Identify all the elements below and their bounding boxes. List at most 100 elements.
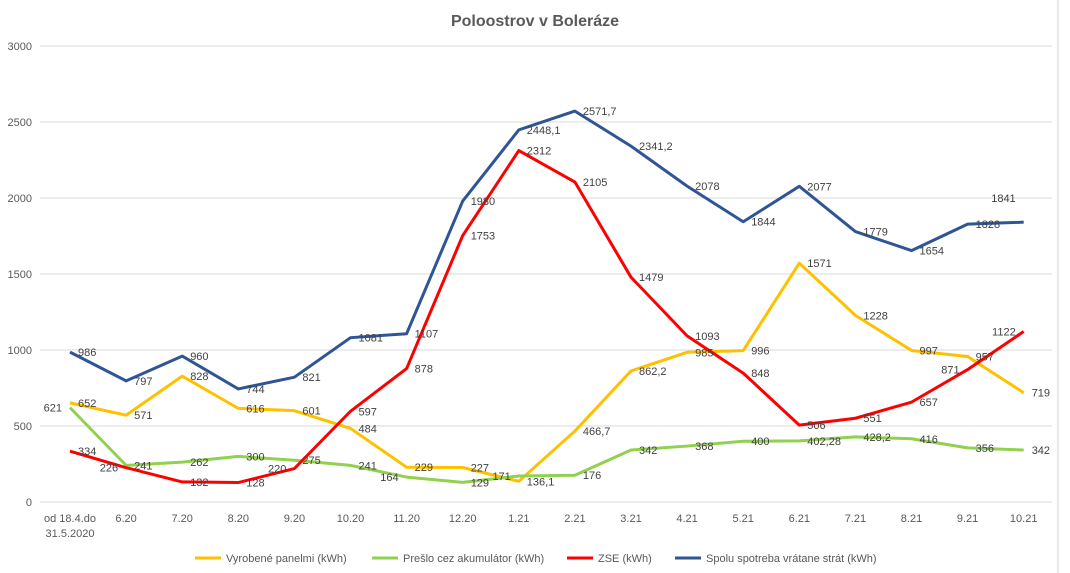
data-label: 229 [415,462,433,474]
x-tick-label: 3.21 [620,513,641,525]
data-label: 1980 [471,196,495,208]
data-label: 878 [415,364,433,376]
data-label: 400 [751,436,769,448]
y-tick-label: 1000 [8,345,32,357]
data-label: 571 [134,410,152,422]
series-line [69,261,1025,483]
legend-label: Vyrobené panelmi (kWh) [226,553,347,565]
data-label: 136,1 [527,476,555,488]
data-label: 986 [78,347,96,359]
legend-label: ZSE (kWh) [598,553,652,565]
data-label: 484 [359,423,377,435]
data-label: 957 [976,352,994,364]
data-label: 2312 [527,146,551,158]
data-label: 1841 [991,193,1015,205]
data-label: 797 [134,376,152,388]
x-tick-label: 4.21 [676,513,697,525]
x-tick-label: 10.20 [337,513,365,525]
x-tick-label: 10.21 [1010,513,1038,525]
data-label: 997 [920,345,938,357]
data-label: 2078 [695,181,719,193]
data-label: 2341,2 [639,141,673,153]
data-label: 128 [246,478,264,490]
data-label: 985 [695,347,713,359]
x-tick-label: 6.21 [789,513,810,525]
data-label: 2448,1 [527,125,561,137]
legend-label: Spolu spotreba vrátane strát (kWh) [706,553,877,565]
x-tick-label: od 18.4.do 31.5.2020 [44,513,96,540]
data-label: 1122 [992,326,1016,338]
data-label: 132 [190,477,208,489]
data-label: 616 [246,403,264,415]
data-label: 597 [359,406,377,418]
y-tick-label: 2500 [8,117,32,129]
data-label: 416 [920,434,938,446]
data-label: 2105 [583,177,607,189]
data-label: 171 [492,471,510,483]
data-label: 1828 [976,219,1000,231]
data-label: 1228 [863,310,887,322]
data-label: 551 [863,413,881,425]
data-label: 334 [78,446,96,458]
x-tick-label: 5.21 [732,513,753,525]
data-label: 227 [471,462,489,474]
data-label: 226 [100,463,118,475]
data-label: 368 [695,441,713,453]
y-tick-label: 0 [26,497,32,509]
data-label: 871 [941,365,959,377]
y-tick-label: 500 [14,421,32,433]
data-label: 342 [639,445,657,457]
legend-label: Prešlo cez akumulátor (kWh) [403,553,544,565]
data-label: 241 [359,460,377,472]
data-label: 652 [78,398,96,410]
data-label: 402,28 [807,436,841,448]
data-label: 356 [976,443,994,455]
data-label: 164 [380,472,398,484]
data-label: 1093 [695,331,719,343]
data-label: 744 [246,384,264,396]
data-label: 828 [190,371,208,383]
x-tick-label: 2.21 [564,513,585,525]
x-tick-label: 12.20 [449,513,477,525]
data-label: 821 [302,372,320,384]
x-tick-label: 9.21 [957,513,978,525]
data-label: 2571,7 [583,106,617,118]
series-line [69,109,1024,391]
x-tick-label: 11.20 [393,513,420,525]
data-label: 220 [268,464,286,476]
data-label: 2077 [807,181,831,193]
data-label: 262 [190,457,208,469]
data-label: 848 [751,368,769,380]
x-tick-label: 7.20 [171,513,192,525]
data-label: 1844 [751,217,775,229]
data-label: 241 [134,460,152,472]
data-label: 1081 [359,333,383,345]
data-label: 1479 [639,272,663,284]
data-label: 1779 [863,227,887,239]
data-label: 621 [44,403,62,415]
data-label: 506 [807,420,825,432]
data-label: 428,2 [863,432,891,444]
data-label: 176 [583,470,601,482]
data-label: 862,2 [639,366,667,378]
data-label: 1753 [471,231,495,243]
x-tick-label: 7.21 [845,513,866,525]
data-label: 996 [751,346,769,358]
y-tick-label: 2000 [8,193,32,205]
chart-title: Poloostrov v Boleráze [451,13,619,30]
x-tick-label: 9.20 [284,513,305,525]
y-tick-label: 3000 [8,41,32,53]
data-label: 1571 [807,258,831,270]
data-label: 960 [190,351,208,363]
series-line [69,149,1025,485]
data-label: 601 [302,406,320,418]
data-label: 342 [1032,445,1050,457]
y-tick-label: 1500 [8,269,32,281]
x-tick-label: 6.20 [115,513,136,525]
data-label: 466,7 [583,426,611,438]
series-line [68,406,1024,484]
x-tick-label: 1.21 [508,513,529,525]
data-label: 1654 [920,246,944,258]
